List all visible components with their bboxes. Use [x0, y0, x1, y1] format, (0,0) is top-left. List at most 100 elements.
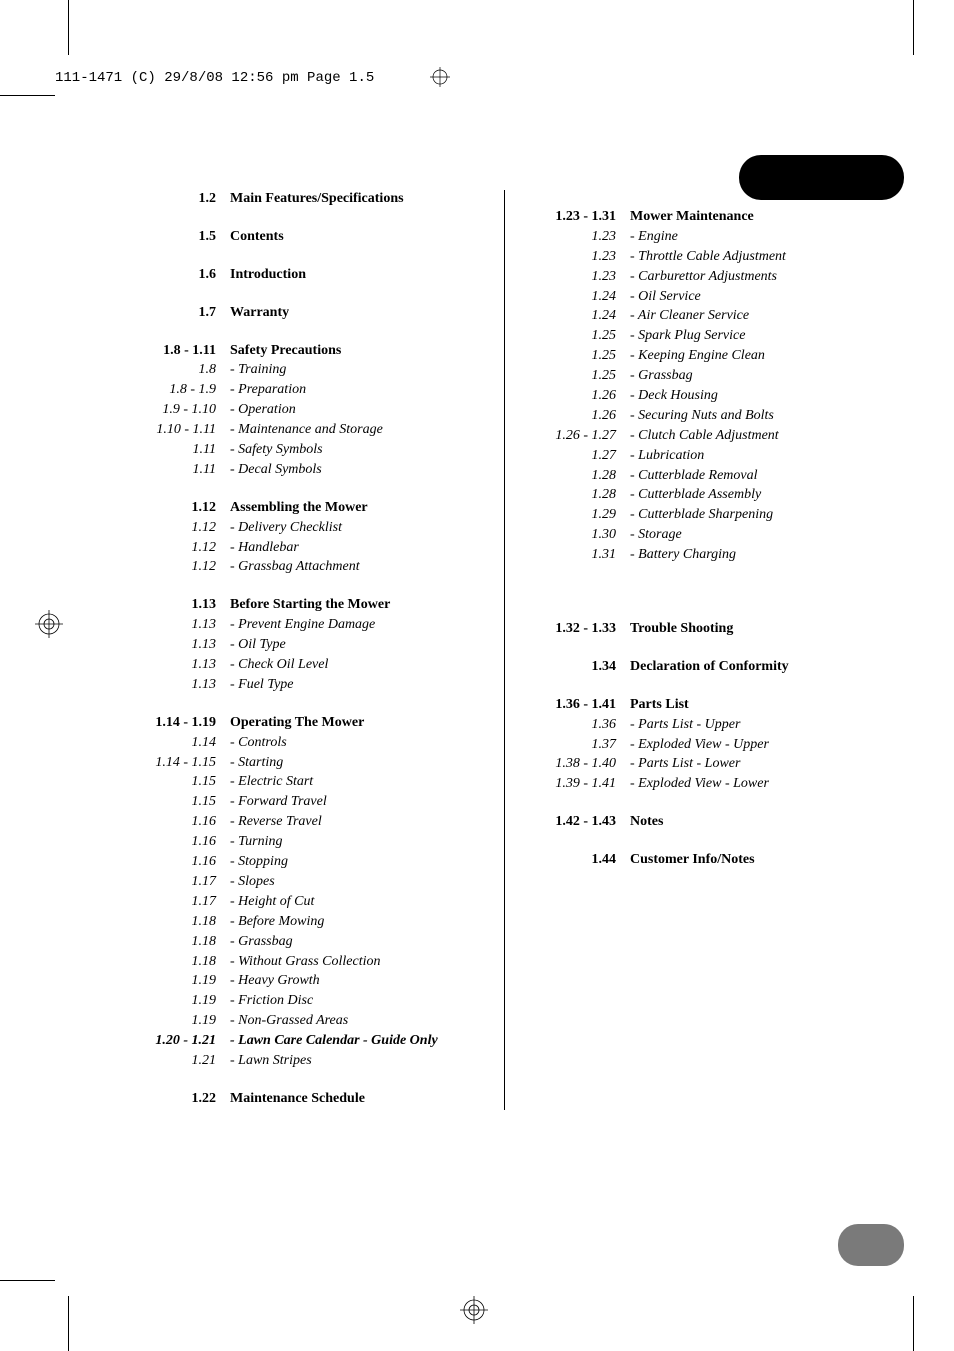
toc-page-number: 1.24 [530, 288, 630, 307]
toc-spacer [130, 286, 479, 304]
toc-row: 1.24- Air Cleaner Service [530, 307, 879, 326]
toc-entry-text: - Storage [630, 526, 879, 545]
toc-row: 1.38 - 1.40- Parts List - Lower [530, 755, 879, 774]
header-registration-icon [430, 67, 450, 87]
toc-entry-text: - Handlebar [230, 539, 479, 558]
toc-entry-text: - Deck Housing [630, 387, 879, 406]
toc-page-number: 1.16 [130, 853, 230, 872]
toc-row: 1.13- Prevent Engine Damage [130, 616, 479, 635]
toc-page-number: 1.18 [130, 913, 230, 932]
toc-row: 1.30- Storage [530, 526, 879, 545]
toc-entry-text: - Air Cleaner Service [630, 307, 879, 326]
toc-page-number: 1.5 [130, 228, 230, 247]
toc-row: 1.36 - 1.41Parts List [530, 696, 879, 715]
toc-page-number: 1.19 [130, 992, 230, 1011]
toc-page-number: 1.15 [130, 793, 230, 812]
toc-page-number: 1.19 [130, 972, 230, 991]
toc-entry-text: - Grassbag [630, 367, 879, 386]
toc-row: 1.28- Cutterblade Assembly [530, 486, 879, 505]
toc-spacer [130, 578, 479, 596]
toc-page-number: 1.28 [530, 467, 630, 486]
toc-page-number: 1.25 [530, 347, 630, 366]
toc-entry-text: - Training [230, 361, 479, 380]
toc-row: 1.16- Stopping [130, 853, 479, 872]
toc-entry-text: Notes [630, 813, 879, 832]
toc-page-number: 1.23 - 1.31 [530, 208, 630, 227]
toc-page-number: 1.15 [130, 773, 230, 792]
toc-page-number: 1.13 [130, 636, 230, 655]
toc-row: 1.11- Decal Symbols [130, 461, 479, 480]
toc-page-number: 1.12 [130, 558, 230, 577]
toc-entry-text: Main Features/Specifications [230, 190, 479, 209]
toc-entry-text: - Cutterblade Sharpening [630, 506, 879, 525]
toc-spacer [530, 584, 879, 602]
toc-spacer [530, 602, 879, 620]
print-header: 111-1471 (C) 29/8/08 12:56 pm Page 1.5 [55, 70, 374, 86]
crop-mark [0, 95, 55, 96]
toc-row: 1.12- Delivery Checklist [130, 519, 479, 538]
toc-entry-text: - Carburettor Adjustments [630, 268, 879, 287]
toc-entry-text: Safety Precautions [230, 342, 479, 361]
toc-page-number: 1.36 [530, 716, 630, 735]
toc-entry-text: - Turning [230, 833, 479, 852]
toc-entry-text: Contents [230, 228, 479, 247]
toc-row: 1.13- Fuel Type [130, 676, 479, 695]
toc-row: 1.15- Electric Start [130, 773, 479, 792]
toc-entry-text: - Heavy Growth [230, 972, 479, 991]
toc-entry-text: Trouble Shooting [630, 620, 879, 639]
toc-row: 1.9 - 1.10- Operation [130, 401, 479, 420]
toc-entry-text: - Cutterblade Removal [630, 467, 879, 486]
toc-entry-text: - Check Oil Level [230, 656, 479, 675]
toc-entry-text: - Slopes [230, 873, 479, 892]
toc-entry-text: - Lawn Stripes [230, 1052, 479, 1071]
toc-row: 1.2Main Features/Specifications [130, 190, 479, 209]
toc-page-number: 1.13 [130, 656, 230, 675]
toc-page-number: 1.26 - 1.27 [530, 427, 630, 446]
toc-page-number: 1.12 [130, 499, 230, 518]
toc-page-number: 1.19 [130, 1012, 230, 1031]
toc-entry-text: - Reverse Travel [230, 813, 479, 832]
toc-row: 1.10 - 1.11- Maintenance and Storage [130, 421, 479, 440]
toc-row: 1.8 - 1.11Safety Precautions [130, 342, 479, 361]
toc-row: 1.12- Handlebar [130, 539, 479, 558]
toc-page-number: 1.18 [130, 933, 230, 952]
toc-page-number: 1.29 [530, 506, 630, 525]
toc-page-number: 1.10 - 1.11 [130, 421, 230, 440]
toc-page-number: 1.8 - 1.11 [130, 342, 230, 361]
toc-entry-text: - Lawn Care Calendar - Guide Only [230, 1032, 479, 1051]
toc-entry-text: - Exploded View - Upper [630, 736, 879, 755]
toc-row: 1.14 - 1.15- Starting [130, 754, 479, 773]
toc-page-number: 1.7 [130, 304, 230, 323]
toc-entry-text: Maintenance Schedule [230, 1090, 479, 1109]
toc-page-number: 1.32 - 1.33 [530, 620, 630, 639]
toc-spacer [130, 248, 479, 266]
toc-row: 1.26- Securing Nuts and Bolts [530, 407, 879, 426]
toc-row: 1.12- Grassbag Attachment [130, 558, 479, 577]
crop-mark [68, 0, 69, 55]
toc-entry-text: Operating The Mower [230, 714, 479, 733]
toc-row: 1.6Introduction [130, 266, 479, 285]
toc-entry-text: - Stopping [230, 853, 479, 872]
toc-page-number: 1.25 [530, 327, 630, 346]
toc-row: 1.28- Cutterblade Removal [530, 467, 879, 486]
toc-entry-text: - Spark Plug Service [630, 327, 879, 346]
toc-row: 1.8 - 1.9- Preparation [130, 381, 479, 400]
toc-page-number: 1.34 [530, 658, 630, 677]
toc-spacer [530, 640, 879, 658]
toc-page-number: 1.38 - 1.40 [530, 755, 630, 774]
toc-row: 1.37- Exploded View - Upper [530, 736, 879, 755]
toc-entry-text: - Forward Travel [230, 793, 479, 812]
toc-row: 1.12Assembling the Mower [130, 499, 479, 518]
toc-row: 1.26 - 1.27- Clutch Cable Adjustment [530, 427, 879, 446]
toc-entry-text: - Preparation [230, 381, 479, 400]
toc-row: 1.13- Oil Type [130, 636, 479, 655]
toc-row: 1.13Before Starting the Mower [130, 596, 479, 615]
toc-row: 1.18- Before Mowing [130, 913, 479, 932]
crop-mark [913, 0, 914, 55]
toc-spacer [130, 481, 479, 499]
toc-entry-text: - Electric Start [230, 773, 479, 792]
toc-page-number: 1.22 [130, 1090, 230, 1109]
toc-left-column: 1.2Main Features/Specifications 1.5Conten… [130, 190, 504, 1110]
toc-page-number: 1.6 [130, 266, 230, 285]
toc-entry-text: - Grassbag [230, 933, 479, 952]
